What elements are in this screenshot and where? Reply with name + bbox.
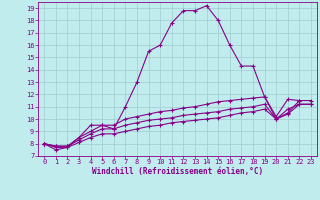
X-axis label: Windchill (Refroidissement éolien,°C): Windchill (Refroidissement éolien,°C)	[92, 167, 263, 176]
